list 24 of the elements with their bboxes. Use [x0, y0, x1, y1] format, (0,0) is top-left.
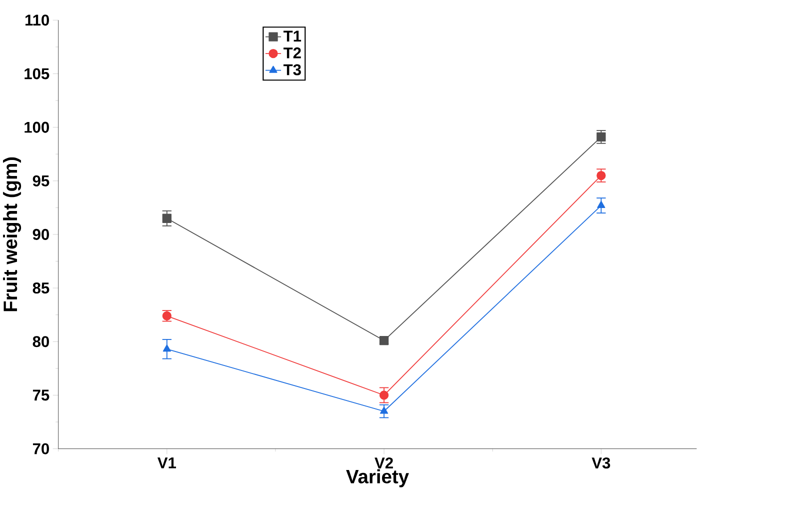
y-axis-title: Fruit weight (gm): [3, 158, 22, 312]
y-tick-label: 95: [32, 175, 50, 186]
legend-label: T2: [283, 48, 301, 58]
y-tick-label: 75: [32, 390, 50, 401]
y-tick-label: 110: [26, 14, 49, 26]
y-tick-label: 105: [24, 68, 50, 80]
x-tick-label: V3: [592, 458, 610, 469]
point: [379, 390, 389, 400]
point: [380, 406, 388, 414]
point: [597, 201, 606, 208]
y-tick-label: 80: [32, 336, 49, 348]
x-tick-label: V2: [374, 458, 393, 468]
y-tick-label: 85: [32, 282, 50, 294]
point: [596, 171, 606, 180]
x-tick-label: V1: [157, 458, 176, 468]
y-tick-label: 70: [32, 443, 49, 454]
x-axis-title: Variety: [346, 469, 409, 488]
point: [162, 344, 171, 352]
y-tick-label: 90: [32, 229, 49, 240]
point: [379, 336, 389, 346]
legend-label: T3: [283, 64, 301, 76]
y-tick-label: 100: [24, 122, 49, 133]
point: [162, 214, 172, 224]
legend-label: T1: [283, 30, 302, 42]
